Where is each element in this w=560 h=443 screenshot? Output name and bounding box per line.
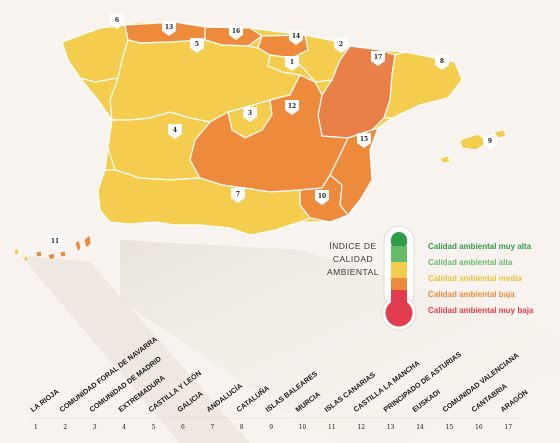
region-marker-number: 13 <box>165 24 173 31</box>
region-label-number: 4 <box>122 424 127 431</box>
region-label-number: 3 <box>92 424 97 431</box>
legend-item: Calidad ambiental muy alta <box>428 242 532 251</box>
region-valenciana <box>329 127 379 216</box>
region-marker: 6 <box>110 14 124 29</box>
region-marker: 9 <box>483 135 497 150</box>
region-label-number: 1 <box>34 424 38 431</box>
legend-title-line-2: CALIDAD <box>332 254 374 264</box>
legend-title: ÍNDICE DE CALIDAD AMBIENTAL <box>318 240 388 279</box>
region-marker: 5 <box>190 38 204 53</box>
region-marker-number: 7 <box>236 191 240 198</box>
region-label-number: 7 <box>210 424 215 431</box>
region-label-number: 8 <box>239 424 244 431</box>
region-marker-number: 16 <box>232 28 240 35</box>
region-marker: 15 <box>357 133 371 148</box>
region-marker-number: 8 <box>440 58 444 65</box>
region-marker: 7 <box>231 188 245 203</box>
region-marker-number: 4 <box>173 127 177 134</box>
region-label-number: 16 <box>475 424 483 431</box>
region-marker-number: 17 <box>374 54 382 61</box>
region-marker-number: 5 <box>195 41 199 48</box>
region-marker: 17 <box>371 51 385 66</box>
region-label-number: 5 <box>151 424 156 431</box>
region-marker-number: 11 <box>51 238 59 245</box>
region-galicia <box>61 24 129 83</box>
legend-title-line-1: ÍNDICE DE <box>329 241 377 251</box>
region-marker: 4 <box>168 124 182 139</box>
legend-item: Calidad ambiental alta <box>428 258 513 267</box>
region-marker-number: 12 <box>288 103 296 110</box>
region-label-number: 17 <box>504 424 513 431</box>
legend-item: Calidad ambiental muy baja <box>428 306 534 315</box>
region-label-number: 13 <box>386 424 395 431</box>
region-marker-number: 1 <box>290 59 294 66</box>
legend-item: Calidad ambiental media <box>428 274 522 283</box>
region-marker: 1 <box>285 56 299 71</box>
region-label-number: 11 <box>328 424 336 431</box>
region-marker-number: 10 <box>318 193 326 200</box>
region-marker-number: 9 <box>488 138 492 145</box>
thermometer-icon <box>381 225 417 331</box>
region-label-number: 15 <box>445 424 454 431</box>
region-marker: 12 <box>285 100 299 115</box>
region-marker: 8 <box>435 55 449 70</box>
canarias-shadow <box>20 255 250 443</box>
region-marker: 13 <box>162 21 176 36</box>
region-label-number: 9 <box>269 424 274 431</box>
region-marker-number: 14 <box>292 33 300 40</box>
region-cataluna <box>383 51 463 119</box>
region-marker: 16 <box>229 25 243 40</box>
legend-item: Calidad ambiental baja <box>428 290 515 299</box>
map-shadow <box>120 240 560 443</box>
region-marker-number: 2 <box>339 41 343 48</box>
region-marker: 10 <box>315 190 329 205</box>
region-marker: 14 <box>289 30 303 45</box>
region-label-number: 10 <box>298 424 307 431</box>
region-label-number: 14 <box>416 424 424 431</box>
region-label-number: 12 <box>357 424 366 431</box>
region-label-number: 2 <box>63 424 68 431</box>
region-marker-number: 15 <box>360 136 368 143</box>
region-marker-number: 6 <box>115 17 119 24</box>
region-marker: 3 <box>243 107 257 122</box>
region-andalucia <box>97 169 311 236</box>
region-canarias <box>13 234 92 262</box>
legend-title-line-3: AMBIENTAL <box>326 267 380 277</box>
region-label-number: 6 <box>181 424 185 431</box>
region-baleares <box>439 129 507 164</box>
region-marker: 11 <box>48 235 62 250</box>
region-marker-number: 3 <box>248 110 252 117</box>
region-marker: 2 <box>334 38 348 53</box>
